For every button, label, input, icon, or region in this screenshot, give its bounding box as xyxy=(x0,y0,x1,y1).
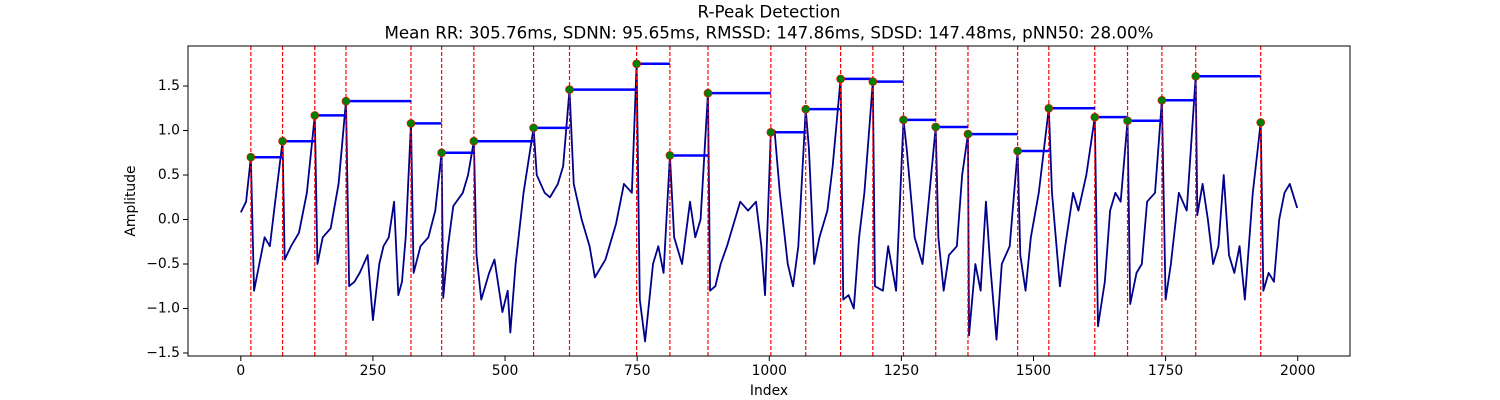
peak-point xyxy=(246,152,256,162)
y-tick-label: 0.0 xyxy=(158,212,180,228)
peak-point xyxy=(1157,95,1167,105)
peak-point xyxy=(565,85,574,94)
peak-point xyxy=(529,123,538,133)
x-tick-label: 1250 xyxy=(884,363,919,379)
chart-title: R-Peak Detection xyxy=(698,2,841,22)
peak-point xyxy=(868,77,878,86)
x-tick-label: 0 xyxy=(236,363,245,379)
peak-point xyxy=(665,151,675,160)
x-tick-label: 1000 xyxy=(752,363,787,379)
y-tick-label: −1.0 xyxy=(146,300,180,316)
peak-point xyxy=(406,119,416,128)
y-tick-label: 1.5 xyxy=(158,78,180,94)
peak-point xyxy=(931,122,941,132)
y-tick-label: 1.0 xyxy=(158,123,180,139)
y-axis-label: Amplitude xyxy=(123,165,139,236)
peak-point xyxy=(1256,118,1266,127)
peak-point xyxy=(703,88,713,98)
y-tick-label: −1.5 xyxy=(146,345,180,361)
peak-point xyxy=(1123,116,1132,126)
x-tick-label: 1750 xyxy=(1148,363,1183,379)
peak-point xyxy=(766,128,776,137)
x-axis-label: Index xyxy=(750,383,788,399)
x-tick-label: 1500 xyxy=(1016,363,1051,379)
signal-line xyxy=(240,62,1299,343)
x-tick-label: 750 xyxy=(624,363,651,379)
peak-point xyxy=(1191,71,1201,81)
peak-point xyxy=(632,59,641,69)
peak-point xyxy=(469,136,479,146)
peak-point xyxy=(1090,112,1100,122)
x-tick-label: 2000 xyxy=(1280,363,1315,379)
y-tick-label: −0.5 xyxy=(146,256,180,272)
peak-point xyxy=(963,129,973,139)
chart-subtitle: Mean RR: 305.76ms, SDNN: 95.65ms, RMSSD:… xyxy=(384,23,1153,43)
peak-point xyxy=(836,74,845,84)
peak-point xyxy=(899,115,908,125)
peak-point xyxy=(278,136,287,146)
peak-point xyxy=(310,111,320,120)
y-tick-label: 0.5 xyxy=(158,167,180,183)
peak-point xyxy=(341,96,351,106)
x-tick-label: 500 xyxy=(492,363,519,379)
peak-point xyxy=(437,148,446,158)
peak-point xyxy=(1013,146,1022,156)
x-tick-label: 250 xyxy=(360,363,387,379)
peak-point xyxy=(1044,103,1054,113)
peak-point xyxy=(801,104,811,114)
